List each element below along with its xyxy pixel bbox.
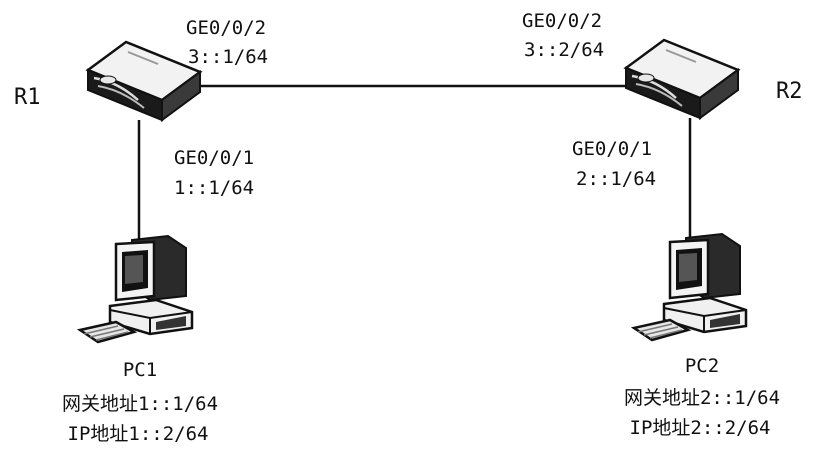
r1-ge001-port: GE0/0/1 <box>174 147 254 169</box>
r2-ge002-port: GE0/0/2 <box>522 10 602 32</box>
router-r1-name: R1 <box>14 85 41 110</box>
pc1-ip: IP地址1::2/64 <box>68 423 209 445</box>
computer-icon <box>78 234 194 344</box>
pc2-gateway: 网关地址2::1/64 <box>624 387 780 409</box>
pc2-name: PC2 <box>685 355 719 377</box>
router-icon <box>86 40 202 122</box>
r1-ge002-address: 3::1/64 <box>188 46 268 68</box>
router-icon <box>624 38 740 120</box>
r2-ge002-address: 3::2/64 <box>524 39 604 61</box>
pc1-name: PC1 <box>123 359 157 381</box>
r2-ge001-address: 2::1/64 <box>576 168 656 190</box>
r2-ge001-port: GE0/0/1 <box>572 138 652 160</box>
router-r1 <box>86 40 202 122</box>
router-r2-name: R2 <box>776 79 803 104</box>
computer-icon <box>632 232 748 342</box>
r1-ge001-address: 1::1/64 <box>174 177 254 199</box>
router-r2 <box>624 38 740 120</box>
r1-ge002-port: GE0/0/2 <box>186 17 266 39</box>
pc-2 <box>632 232 748 342</box>
pc2-ip: IP地址2::2/64 <box>630 417 771 439</box>
pc1-gateway: 网关地址1::1/64 <box>62 393 218 415</box>
pc-1 <box>78 234 194 344</box>
